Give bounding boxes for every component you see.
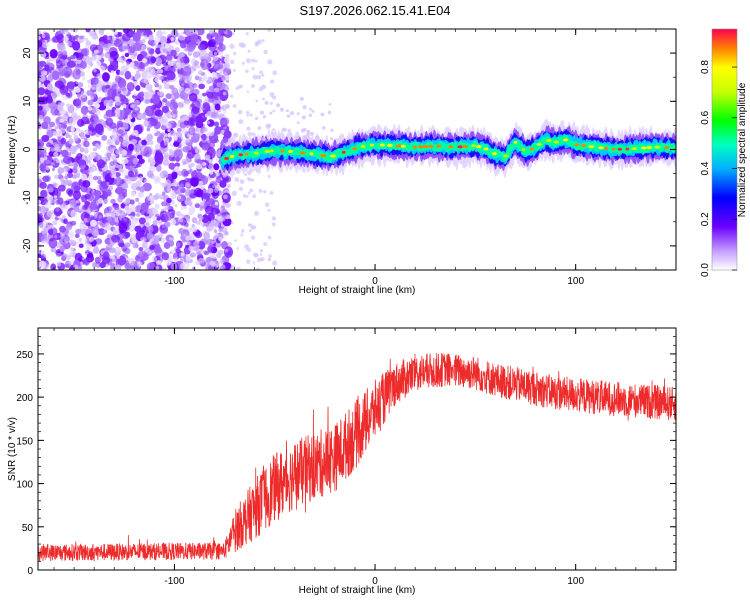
spectrogram-x-tick-label: -100	[164, 276, 184, 287]
spectrogram-x-tick-label: 100	[567, 276, 584, 287]
colorbar-tick-label: 0.0	[700, 263, 711, 277]
figure-title: S197.2026.062.15.41.E04	[299, 3, 450, 18]
spectrogram-y-tick-label: 20	[22, 47, 33, 59]
snr-x-tick-label: 100	[567, 576, 584, 587]
snr-x-tick-label: -100	[164, 576, 184, 587]
colorbar-label: Normalized spectral amplitude	[737, 82, 748, 217]
snr-x-tick-label: 0	[372, 576, 378, 587]
colorbar-tick-label: 0.8	[700, 60, 711, 74]
snr-x-axis-label: Height of straight line (km)	[299, 585, 416, 596]
colorbar-tick-label: 0.6	[700, 110, 711, 124]
snr-y-tick-label: 100	[16, 480, 33, 491]
snr-frame	[37, 327, 677, 571]
spectrogram-y-tick-label: 10	[22, 95, 33, 107]
colorbar-gradient	[712, 29, 737, 270]
snr-y-tick-label: 200	[16, 393, 33, 404]
colorbar-tick-label: 0.2	[700, 212, 711, 226]
spectrogram-y-axis-label: Frequency (Hz)	[7, 116, 18, 185]
snr-plot-area	[38, 353, 676, 562]
colorbar-ticks: 0.0 0.2 0.4 0.6 0.8	[700, 60, 737, 277]
spectrogram-x-axis-label: Height of straight line (km)	[299, 285, 416, 296]
spectrogram-y-tick-label: -10	[22, 190, 33, 205]
snr-y-tick-label: 250	[16, 350, 33, 361]
snr-y-ticks: 0 50 100 150 200 250	[16, 327, 676, 577]
colorbar-tick-label: 0.4	[700, 161, 711, 175]
colorbar-frame	[711, 28, 738, 271]
snr-y-tick-label: 50	[22, 523, 34, 534]
spectrogram-y-ticks: -20 -10 0 10 20	[22, 28, 676, 271]
colorbar: 0.0 0.2 0.4 0.6 0.8 Normalized spectral ampl…	[700, 28, 748, 277]
snr-y-tick-label: 150	[16, 436, 33, 447]
snr-y-tick-label: 0	[27, 566, 33, 577]
spectrogram-signal-ridge	[220, 96, 676, 179]
spectrogram-y-tick-label: 0	[22, 146, 33, 152]
spectrogram-x-ticks: -100 0 100	[53, 29, 677, 287]
snr-y-axis-label: SNR (10 * v/v)	[7, 417, 18, 481]
snr-panel: -100 0 100 0 50 100 150 200 250 Height of strai…	[7, 327, 677, 596]
spectrogram-x-tick-label: 0	[372, 276, 378, 287]
spectrogram-plot-area	[38, 29, 676, 270]
snr-series-line	[38, 353, 676, 562]
spectrogram-noise-speckle	[38, 29, 278, 270]
spectrogram-y-tick-label: -20	[22, 238, 33, 253]
